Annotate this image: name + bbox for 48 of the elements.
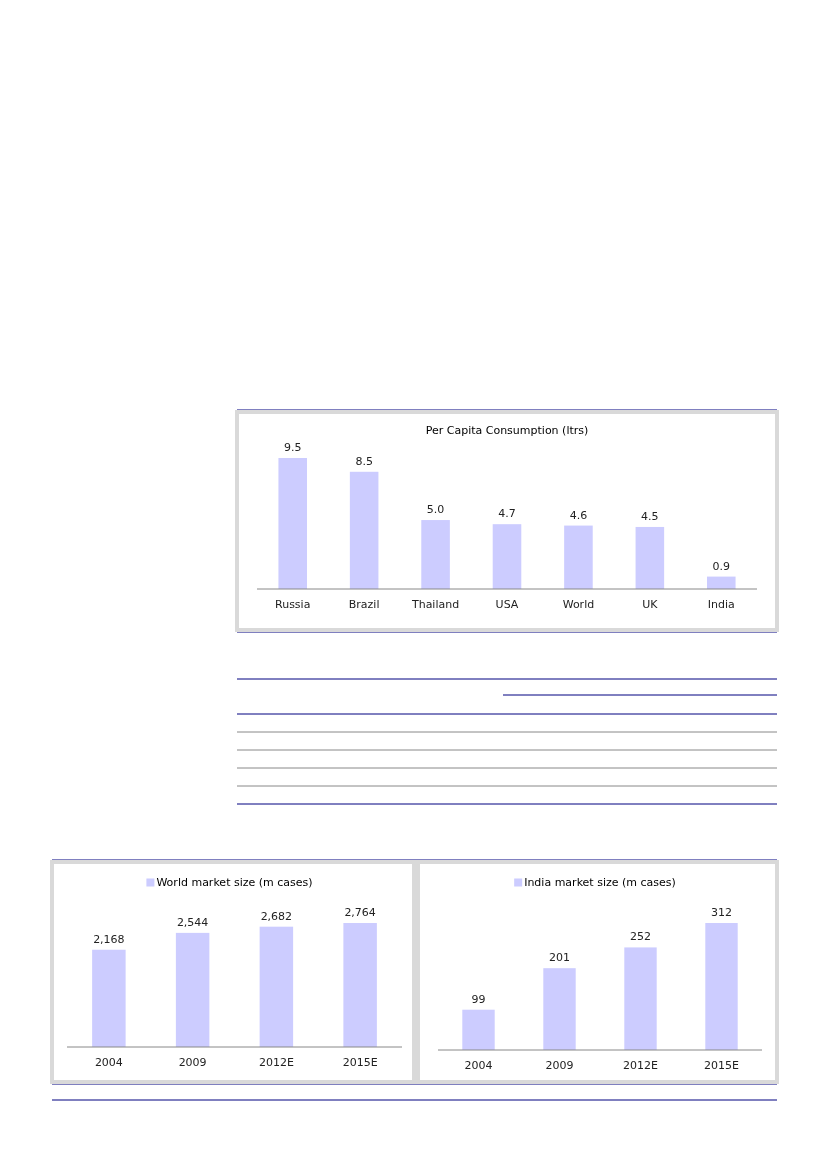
- x-tick-label: 2012E: [258, 1056, 294, 1069]
- data-label: 4.7: [498, 507, 516, 521]
- data-label: 312: [711, 906, 732, 919]
- data-label: 2,544: [176, 915, 209, 929]
- bar: [349, 471, 379, 589]
- data-label: 252: [630, 930, 651, 944]
- x-tick-label: 2009: [545, 1059, 574, 1072]
- data-label: 4.6: [569, 508, 588, 522]
- bar: [421, 520, 450, 589]
- data-label: 9.5: [283, 441, 302, 454]
- x-tick-label: Russia: [275, 598, 311, 611]
- data-label: 8.5: [355, 454, 373, 468]
- x-tick-label: 2012E: [623, 1059, 659, 1072]
- bar: [278, 458, 307, 589]
- data-label: 5.0: [426, 503, 445, 517]
- bar: [492, 524, 522, 589]
- data-label: 201: [549, 951, 570, 965]
- bar: [635, 526, 665, 589]
- x-tick-label: World: [562, 598, 595, 611]
- x-tick-label: India: [707, 598, 735, 611]
- x-tick-label: 2015E: [342, 1056, 378, 1069]
- bar: [543, 968, 576, 1050]
- data-label: 0.9: [712, 559, 731, 573]
- x-tick-label: 2009: [178, 1056, 207, 1069]
- data-label: 99: [471, 992, 486, 1006]
- data-label: 4.5: [641, 509, 659, 523]
- bar: [92, 949, 126, 1047]
- x-tick-label: Brazil: [348, 598, 380, 611]
- chart-title: Per Capita Consumption (ltrs): [425, 424, 589, 437]
- legend-label: World market size (m cases): [156, 876, 313, 889]
- x-tick-label: UK: [642, 598, 659, 611]
- bar: [624, 947, 657, 1050]
- x-tick-label: USA: [495, 598, 519, 611]
- bar: [707, 576, 736, 589]
- data-label: 2,682: [260, 909, 293, 923]
- bar: [564, 525, 593, 589]
- x-tick-label: 2015E: [704, 1059, 740, 1072]
- x-tick-label: Thailand: [410, 598, 460, 611]
- bar: [705, 923, 738, 1050]
- x-tick-label: 2004: [94, 1056, 123, 1069]
- bar: [462, 1009, 495, 1050]
- data-label: 2,764: [344, 906, 376, 919]
- legend-label: India market size (m cases): [524, 876, 676, 889]
- bar: [343, 923, 377, 1047]
- x-tick-label: 2004: [464, 1059, 493, 1072]
- data-label: 2,168: [93, 932, 125, 946]
- bar: [175, 932, 210, 1047]
- bar: [259, 926, 294, 1047]
